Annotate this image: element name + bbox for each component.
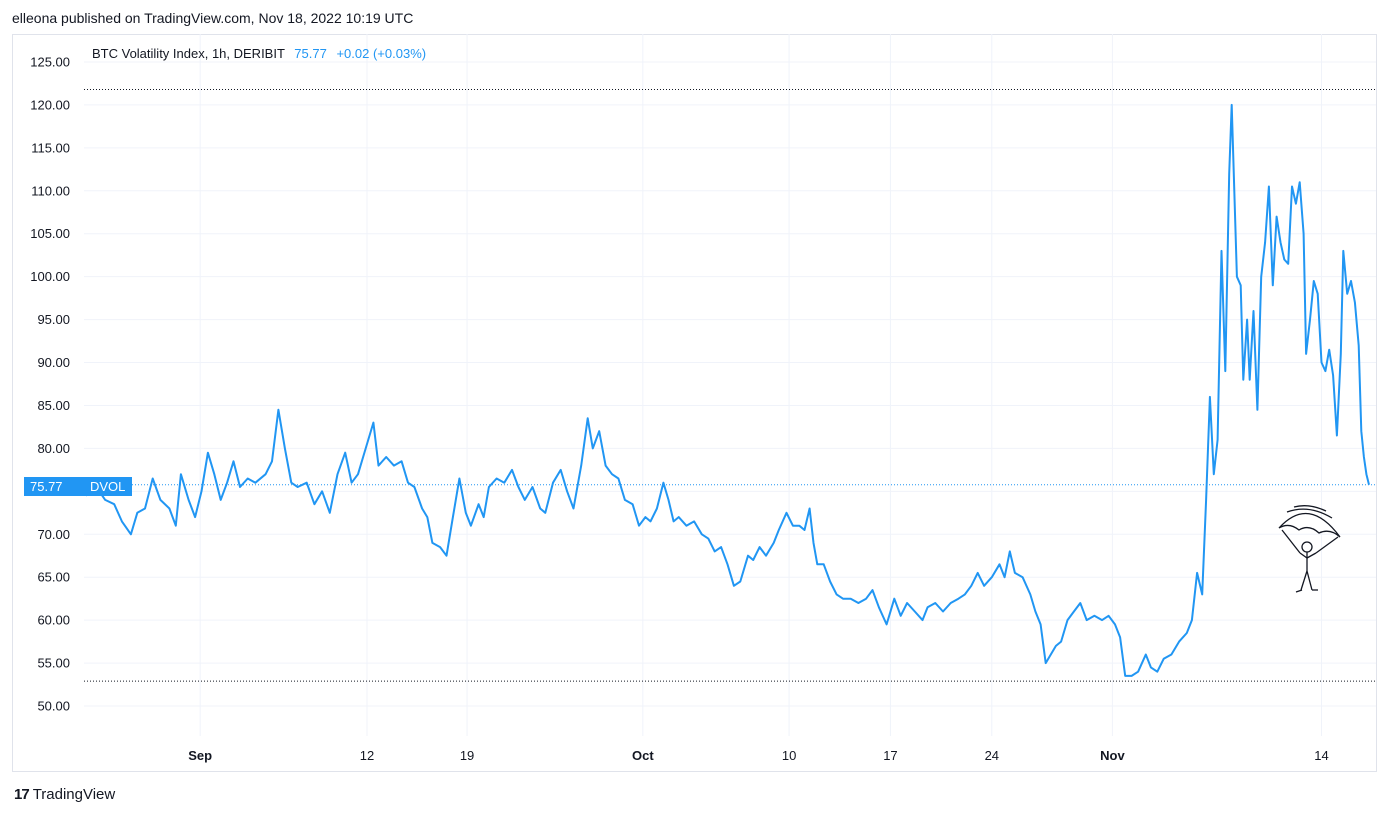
- tradingview-logo-icon: 17: [14, 786, 30, 803]
- x-tick-label: 24: [985, 748, 999, 763]
- series-line: [85, 103, 1370, 677]
- footer-brand[interactable]: 17 TradingView: [14, 786, 115, 803]
- legend-title: BTC Volatility Index, 1h, DERIBIT: [92, 46, 285, 61]
- price-tag: 75.77 DVOL: [24, 477, 132, 496]
- x-axis-labels: Sep 12 19 Oct 10 17 24 Nov 14: [188, 748, 1328, 763]
- x-tick-label: 14: [1314, 748, 1328, 763]
- reference-lines: [84, 88, 1376, 682]
- y-tick-label: 100.00: [30, 269, 70, 284]
- publisher-text: elleona published on TradingView.com, No…: [12, 10, 414, 26]
- x-tick-label: Nov: [1100, 748, 1125, 763]
- x-tick-label: Oct: [632, 748, 654, 763]
- x-tick-label: 10: [782, 748, 796, 763]
- y-tick-label: 110.00: [31, 183, 70, 198]
- y-tick-label: 80.00: [37, 441, 70, 456]
- legend-change: +0.02 (+0.03%): [336, 46, 427, 61]
- footer-brand-label: TradingView: [32, 786, 116, 803]
- chart-legend: BTC Volatility Index, 1h, DERIBIT 75.77 …: [92, 46, 426, 61]
- chart-frame: [12, 34, 1377, 772]
- parachute-doodle: [1278, 505, 1341, 593]
- y-tick-label: 90.00: [37, 355, 70, 370]
- y-tick-label: 95.00: [37, 312, 70, 327]
- y-tick-label: 120.00: [30, 97, 70, 112]
- y-tick-label: 65.00: [37, 570, 70, 585]
- x-tick-label: 19: [460, 748, 474, 763]
- y-tick-label: 105.00: [30, 226, 70, 241]
- y-tick-label: 125.00: [30, 55, 70, 70]
- y-tick-label: 115.00: [31, 140, 70, 155]
- legend-last-value: 75.77: [294, 46, 327, 61]
- x-tick-label: Sep: [188, 748, 212, 763]
- y-axis-labels: 125.00 120.00 115.00 110.00 105.00 100.00 95.0…: [30, 55, 70, 714]
- price-tag-symbol: DVOL: [90, 479, 125, 494]
- y-tick-label: 70.00: [37, 527, 70, 542]
- x-tick-label: 17: [883, 748, 897, 763]
- price-tag-box: [24, 477, 132, 496]
- y-tick-label: 85.00: [37, 398, 70, 413]
- y-tick-label: 60.00: [37, 613, 70, 628]
- y-tick-label: 55.00: [37, 656, 70, 671]
- x-tick-label: 12: [360, 748, 374, 763]
- y-tick-label: 50.00: [37, 699, 70, 714]
- grid-lines: [84, 34, 1376, 736]
- price-tag-value: 75.77: [30, 479, 63, 494]
